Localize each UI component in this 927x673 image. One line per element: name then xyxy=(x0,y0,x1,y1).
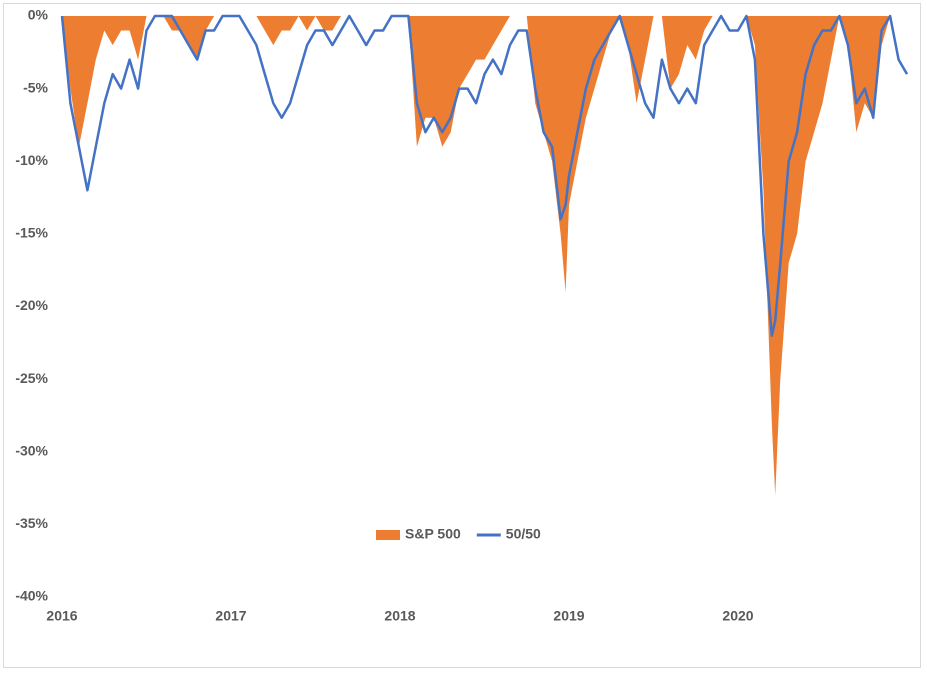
x-tick-label: 2017 xyxy=(215,608,246,624)
legend-label: S&P 500 xyxy=(405,526,461,542)
y-tick-label: -5% xyxy=(23,79,48,95)
y-tick-label: -10% xyxy=(15,152,48,168)
area xyxy=(62,16,907,496)
line xyxy=(60,14,909,337)
y-tick-label: -20% xyxy=(15,297,48,313)
legend-label: 50/50 xyxy=(506,526,541,542)
y-tick-label: -15% xyxy=(15,225,48,241)
y-tick-label: -30% xyxy=(15,442,48,458)
legend-swatch xyxy=(376,530,400,540)
y-tick-label: -35% xyxy=(15,515,48,531)
x-tick-label: 2018 xyxy=(384,608,415,624)
y-tick-label: 0% xyxy=(28,7,49,23)
y-tick-label: -25% xyxy=(15,370,48,386)
x-tick-label: 2016 xyxy=(46,608,77,624)
x-tick-label: 2020 xyxy=(722,608,753,624)
x-tick-label: 2019 xyxy=(553,608,584,624)
y-tick-label: -40% xyxy=(15,588,48,604)
